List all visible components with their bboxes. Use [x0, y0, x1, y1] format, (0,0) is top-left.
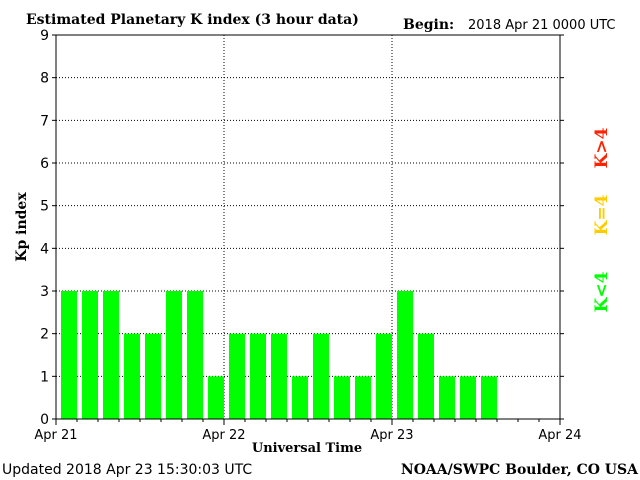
kp-bar — [145, 333, 161, 419]
kp-bar — [229, 333, 245, 419]
y-tick-label: 1 — [40, 369, 49, 385]
kp-bar — [124, 333, 140, 419]
kp-bar — [460, 376, 476, 419]
updated-timestamp: Updated 2018 Apr 23 15:30:03 UTC — [2, 462, 252, 478]
kp-bar — [187, 291, 203, 419]
y-tick-label: 5 — [40, 199, 49, 215]
y-tick-label: 6 — [40, 156, 49, 172]
kp-bar — [61, 291, 77, 419]
y-tick-label: 8 — [40, 71, 49, 87]
kp-bar — [334, 376, 350, 419]
y-tick-label: 9 — [40, 28, 49, 44]
x-tick-label: Apr 24 — [538, 428, 581, 443]
x-axis-label: Universal Time — [252, 441, 362, 456]
source-credit: NOAA/SWPC Boulder, CO USA — [401, 462, 639, 478]
kp-bar — [82, 291, 98, 419]
legend-k-above-4: K>4 — [592, 127, 612, 168]
legend-k-equal-4: K=4 — [592, 194, 612, 235]
y-tick-label: 7 — [40, 113, 49, 129]
x-tick-label: Apr 21 — [34, 428, 77, 443]
kp-bar — [208, 376, 224, 419]
y-tick-label: 4 — [40, 241, 49, 257]
kp-bar — [439, 376, 455, 419]
x-axis-ticks: Apr 21 Apr 22 Apr 23 Apr 24 — [34, 419, 582, 443]
legend-k-below-4: K<4 — [592, 271, 612, 312]
chart-title: Estimated Planetary K index (3 hour data… — [26, 12, 359, 28]
y-tick-label: 2 — [40, 327, 49, 343]
y-tick-label: 0 — [40, 412, 49, 428]
kp-bar — [376, 333, 392, 419]
x-tick-label: Apr 22 — [202, 428, 245, 443]
kp-bar — [418, 333, 434, 419]
begin-value: 2018 Apr 21 0000 UTC — [468, 18, 616, 33]
bars — [61, 291, 497, 419]
kp-bar — [103, 291, 119, 419]
kp-bar — [397, 291, 413, 419]
begin-label: Begin: — [403, 17, 454, 33]
kp-bar — [250, 333, 266, 419]
kp-bar — [481, 376, 497, 419]
kp-bar — [292, 376, 308, 419]
y-tick-label: 3 — [40, 284, 49, 300]
kp-bar — [271, 333, 287, 419]
y-axis-ticks: 0 1 2 3 4 5 6 7 8 9 — [40, 28, 564, 428]
kp-bar — [355, 376, 371, 419]
kp-bar — [166, 291, 182, 419]
x-tick-label: Apr 23 — [370, 428, 413, 443]
y-axis-label: Kp index — [14, 192, 30, 262]
kp-bar — [313, 333, 329, 419]
